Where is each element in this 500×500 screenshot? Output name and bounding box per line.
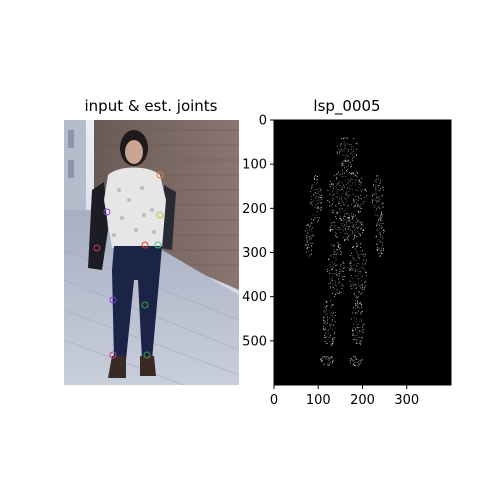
y-tick-label: 200: [242, 202, 267, 217]
panel-left-title: input & est. joints: [84, 97, 218, 115]
joint-marker: [154, 241, 162, 249]
panel-right-title: lsp_0005: [313, 97, 381, 115]
joint-marker: [103, 208, 111, 216]
joint-marker: [141, 241, 149, 249]
x-axis: 0 100 200 300: [270, 385, 419, 408]
input-photo: [64, 120, 239, 385]
plot-background: [274, 120, 451, 385]
joint-marker: [156, 171, 164, 179]
x-tick-label: 300: [394, 393, 419, 408]
x-tick-label: 200: [350, 393, 375, 408]
y-tick-label: 100: [242, 158, 267, 173]
y-tick-label: 500: [242, 334, 267, 349]
plot-frame: [273, 119, 452, 386]
joint-marker: [141, 301, 149, 309]
x-tick-label: 0: [270, 393, 278, 408]
y-tick-label: 0: [259, 114, 267, 129]
joint-marker: [143, 351, 151, 359]
mesh-point-cloud: [305, 137, 385, 367]
joint-marker: [156, 211, 164, 219]
y-axis: 0 100 200 300 400 500: [242, 114, 274, 349]
x-tick-label: 100: [306, 393, 331, 408]
joint-marker: [109, 351, 117, 359]
joint-marker: [93, 244, 101, 252]
y-tick-label: 400: [242, 290, 267, 305]
y-tick-label: 300: [242, 246, 267, 261]
joint-marker: [109, 296, 117, 304]
